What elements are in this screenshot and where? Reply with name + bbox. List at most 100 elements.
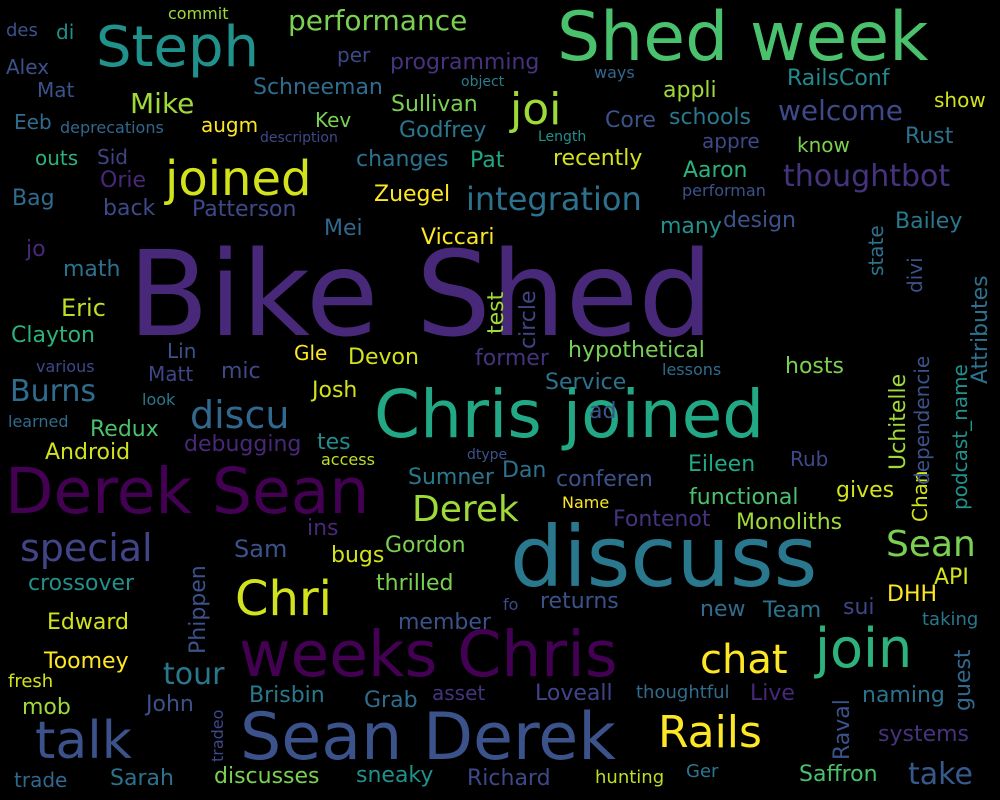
word: Uchitelle <box>886 373 911 470</box>
word: Rust <box>905 124 954 149</box>
word: appli <box>663 78 717 103</box>
word: per <box>337 43 371 67</box>
word: functional <box>689 485 799 510</box>
word: Aaron <box>683 158 748 183</box>
word: math <box>63 257 121 282</box>
word: Edward <box>47 610 129 635</box>
word: tes <box>317 430 351 455</box>
word: new <box>700 597 746 622</box>
word: ways <box>594 63 635 82</box>
word: Rails <box>658 707 762 758</box>
word: Sam <box>234 535 288 563</box>
word: Bag <box>12 186 55 211</box>
word: description <box>260 130 338 146</box>
word: join <box>815 617 913 680</box>
word: object <box>461 74 505 90</box>
word: Fontenot <box>613 507 711 532</box>
word: hosts <box>785 354 844 379</box>
word: Alex <box>6 55 50 79</box>
word: thoughtbot <box>783 159 951 194</box>
word: lessons <box>662 360 722 379</box>
word: API <box>934 565 969 590</box>
word: discu <box>190 393 290 437</box>
word: Service <box>545 370 627 395</box>
word: Bike Shed <box>128 225 714 363</box>
word: jo <box>26 237 46 262</box>
word: Loveall <box>535 681 613 706</box>
word: Sean <box>886 524 976 565</box>
word: welcome <box>778 94 903 127</box>
word: circle <box>516 290 541 349</box>
word: discuss <box>510 508 818 606</box>
word: RailsConf <box>787 66 890 91</box>
word: Viccari <box>421 225 495 250</box>
word: various <box>36 357 95 376</box>
word: weeks Chris <box>239 618 618 691</box>
word: Godfrey <box>399 118 487 143</box>
word: Matt <box>148 362 194 386</box>
word: Clayton <box>11 323 96 348</box>
word: hypothetical <box>568 338 705 363</box>
word: ad <box>589 399 617 424</box>
word: Zuegel <box>374 182 451 207</box>
word: taking <box>922 609 979 630</box>
word: Sean Derek <box>240 700 616 775</box>
word: trade <box>14 768 68 792</box>
word: conferen <box>556 467 653 492</box>
word: crossover <box>28 571 135 596</box>
word: guest <box>951 649 976 711</box>
word: Orie <box>100 168 147 193</box>
word: Ger <box>686 761 719 782</box>
word: DHH <box>887 582 938 607</box>
word: Pat <box>470 148 505 173</box>
word: Monoliths <box>736 510 843 535</box>
word: hunting <box>595 767 665 788</box>
word: augm <box>201 113 259 137</box>
word: Shed week <box>557 0 929 77</box>
word: many <box>660 214 722 239</box>
word: Length <box>538 129 587 145</box>
word: Steph <box>96 15 259 80</box>
word: discusses <box>214 764 320 789</box>
word: Sid <box>97 145 128 169</box>
word: Grab <box>364 688 418 713</box>
word: Gordon <box>385 533 466 558</box>
word: Eileen <box>688 452 756 477</box>
word: performance <box>288 4 468 37</box>
word: joi <box>510 84 562 135</box>
word: tour <box>163 657 225 692</box>
word: dtype <box>467 447 508 463</box>
word: look <box>142 390 176 409</box>
word: performan <box>682 181 766 200</box>
word: deprecations <box>60 118 164 137</box>
word: thrilled <box>376 571 454 596</box>
word: asset <box>432 681 486 705</box>
word: Name <box>562 493 610 512</box>
word: take <box>908 757 973 792</box>
word: John <box>146 692 194 717</box>
word: Toomey <box>44 649 129 674</box>
word: Bailey <box>895 209 963 234</box>
word: test <box>484 291 509 334</box>
word: appre <box>702 129 760 153</box>
word: Sullivan <box>391 92 478 117</box>
word: integration <box>466 180 642 218</box>
word: Burns <box>10 374 97 409</box>
word: Mei <box>324 216 363 241</box>
word: commit <box>168 4 229 23</box>
word: divi <box>903 257 927 293</box>
word: di <box>56 20 75 44</box>
word: Richard <box>467 766 551 791</box>
word: programming <box>390 50 540 75</box>
word: thoughtful <box>636 682 730 703</box>
word: access <box>321 450 375 469</box>
word: back <box>103 196 156 221</box>
word: former <box>475 346 549 371</box>
word: state <box>864 225 888 276</box>
word: special <box>20 526 153 570</box>
word: Schneeman <box>253 75 383 100</box>
word: fresh <box>8 671 54 692</box>
word: Phippen <box>186 565 211 654</box>
word: Mike <box>130 87 195 120</box>
